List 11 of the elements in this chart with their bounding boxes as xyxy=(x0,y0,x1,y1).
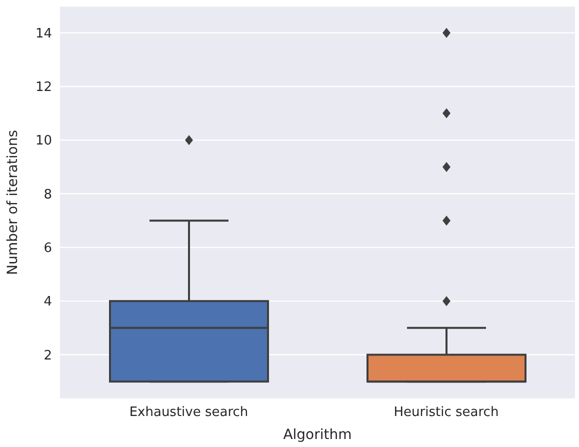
y-tick-label: 12 xyxy=(35,80,52,96)
y-tick-label: 2 xyxy=(44,348,52,364)
y-tick-label: 8 xyxy=(44,187,52,202)
x-tick-label: Exhaustive search xyxy=(129,405,248,420)
y-tick-label: 14 xyxy=(35,26,52,42)
x-tick-label: Heuristic search xyxy=(394,405,499,420)
y-tick-label: 6 xyxy=(44,241,52,256)
y-tick-label: 10 xyxy=(35,134,52,149)
x-axis-title: Algorithm xyxy=(283,427,352,443)
y-tick-label: 4 xyxy=(44,294,52,310)
y-axis-title: Number of iterations xyxy=(4,130,21,276)
